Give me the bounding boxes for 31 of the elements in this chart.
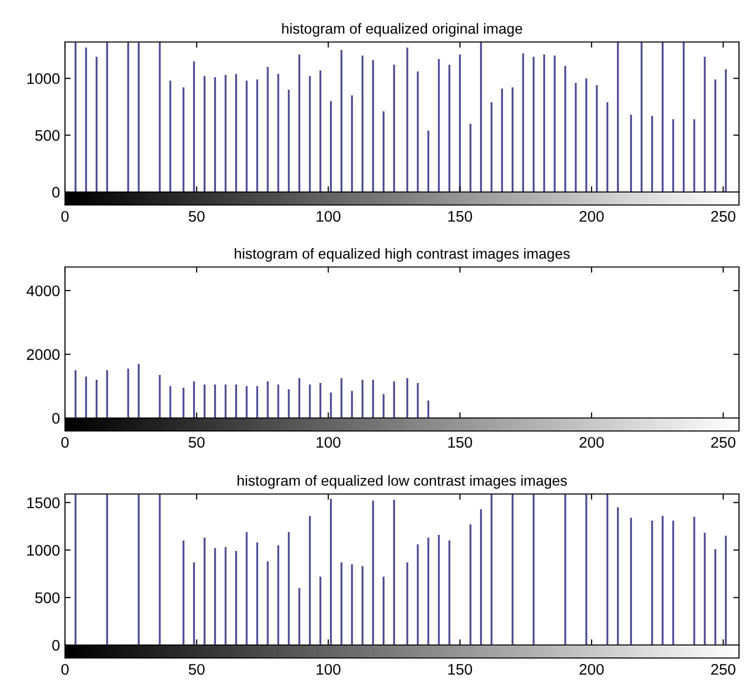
chart-title: histogram of equalized original image (282, 23, 522, 37)
x-tick-label: 250 (711, 664, 736, 675)
x-tick-label: 100 (316, 664, 340, 675)
y-tick-label: 1000 (27, 544, 60, 556)
x-tick-label: 100 (316, 210, 340, 222)
x-tick-label: 250 (711, 210, 736, 222)
x-tick-label: 200 (580, 210, 604, 222)
y-tick-label: 1000 (27, 73, 60, 84)
x-tick-label: 150 (448, 664, 472, 675)
x-tick-label: 100 (316, 436, 340, 448)
x-tick-label: 250 (711, 436, 736, 448)
x-tick-label: 0 (61, 210, 69, 222)
y-tick-label: 0 (52, 640, 60, 651)
x-tick-label: 150 (448, 436, 472, 448)
chart-title: histogram of equalized low contrast images images (238, 475, 567, 489)
x-tick-label: 150 (448, 210, 472, 222)
y-tick-label: 0 (52, 412, 60, 424)
x-tick-label: 0 (61, 436, 69, 448)
x-tick-label: 50 (188, 664, 205, 675)
y-tick-label: 4000 (26, 285, 60, 296)
x-tick-label: 0 (61, 664, 69, 675)
y-tick-label: 2000 (26, 349, 60, 360)
x-tick-label: 50 (188, 436, 205, 448)
chart-title: histogram of equalized high contrast images images (234, 248, 570, 262)
x-tick-label: 200 (580, 436, 604, 448)
y-tick-label: 500 (35, 592, 60, 604)
y-tick-label: 0 (52, 186, 60, 198)
x-tick-label: 50 (188, 210, 205, 222)
y-tick-label: 1500 (27, 497, 60, 508)
x-tick-label: 200 (580, 664, 604, 675)
y-tick-label: 500 (35, 130, 60, 141)
